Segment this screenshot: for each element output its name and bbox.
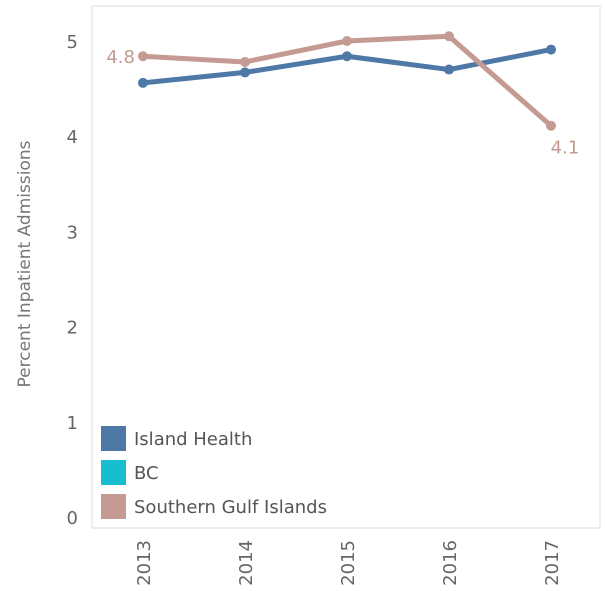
- y-tick-label: 5: [67, 32, 78, 53]
- x-tick-label: 2016: [440, 540, 461, 586]
- x-tick-label: 2017: [542, 540, 563, 586]
- legend-swatch: [101, 426, 126, 451]
- data-point-southern-gulf-islands: [240, 56, 250, 67]
- series-line-southern-gulf-islands: [140, 33, 554, 129]
- data-point-southern-gulf-islands: [444, 31, 454, 42]
- y-tick-label: 1: [67, 413, 78, 434]
- legend-label: BC: [134, 463, 159, 484]
- data-point-island-health: [138, 77, 148, 88]
- y-axis-ticks: 0 1 2 3 4 5: [67, 32, 78, 529]
- data-annotations: 4.8 4.1: [106, 47, 579, 158]
- data-point-island-health: [546, 44, 556, 55]
- legend-item: BC: [101, 460, 159, 485]
- legend-label: Southern Gulf Islands: [134, 497, 327, 518]
- data-point-southern-gulf-islands: [546, 120, 556, 131]
- y-tick-label: 2: [67, 318, 78, 339]
- data-point-southern-gulf-islands: [342, 36, 352, 46]
- data-label: 4.8: [106, 47, 135, 68]
- data-point-island-health: [240, 67, 250, 78]
- data-point-island-health: [444, 64, 454, 75]
- legend-label: Island Health: [134, 429, 252, 450]
- legend-swatch: [101, 460, 126, 485]
- x-tick-label: 2015: [338, 540, 359, 586]
- x-tick-label: 2013: [134, 540, 155, 586]
- y-axis-label: Percent Inpatient Admissions: [15, 140, 35, 387]
- series-southern-gulf-islands: [138, 31, 556, 131]
- x-axis-ticks: 2013 2014 2015 2016 2017: [134, 540, 563, 586]
- legend: Island Health BC Southern Gulf Islands: [101, 426, 327, 519]
- data-label: 4.1: [551, 138, 580, 159]
- y-tick-label: 4: [67, 127, 78, 148]
- x-tick-label: 2014: [236, 540, 257, 586]
- data-point-southern-gulf-islands: [138, 51, 148, 62]
- legend-item: Island Health: [101, 426, 252, 451]
- y-tick-label: 0: [67, 508, 78, 529]
- series-island-health: [138, 44, 556, 88]
- y-tick-label: 3: [67, 222, 78, 243]
- legend-swatch: [101, 494, 126, 519]
- plot-frame: [91, 5, 601, 529]
- legend-item: Southern Gulf Islands: [101, 494, 327, 519]
- data-point-island-health: [342, 51, 352, 62]
- series-lines: [138, 31, 556, 131]
